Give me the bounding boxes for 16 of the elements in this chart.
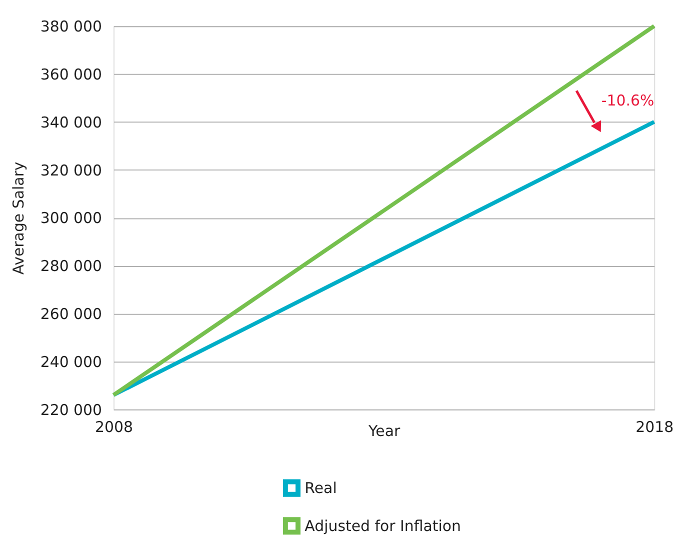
x-tick-label: 2018	[636, 418, 674, 436]
y-tick-label: 300 000	[40, 209, 102, 228]
y-tick-label: 360 000	[40, 65, 102, 84]
x-axis-title: Year	[368, 422, 401, 440]
y-tick-label: 260 000	[40, 305, 102, 324]
y-tick-label: 320 000	[40, 161, 102, 180]
y-tick-label: 340 000	[40, 113, 102, 132]
y-tick-label: 240 000	[40, 352, 102, 371]
annotation: -10.6%	[601, 92, 654, 110]
x-tick-label: 2008	[95, 418, 133, 436]
y-tick-label: 280 000	[40, 257, 102, 276]
y-tick-label: 380 000	[40, 18, 102, 36]
y-tick-label: 220 000	[40, 400, 102, 419]
y-axis-title: Average Salary	[9, 162, 28, 275]
legend-label: Real	[304, 479, 337, 498]
legend-label: Adjusted for Inflation	[304, 516, 461, 535]
